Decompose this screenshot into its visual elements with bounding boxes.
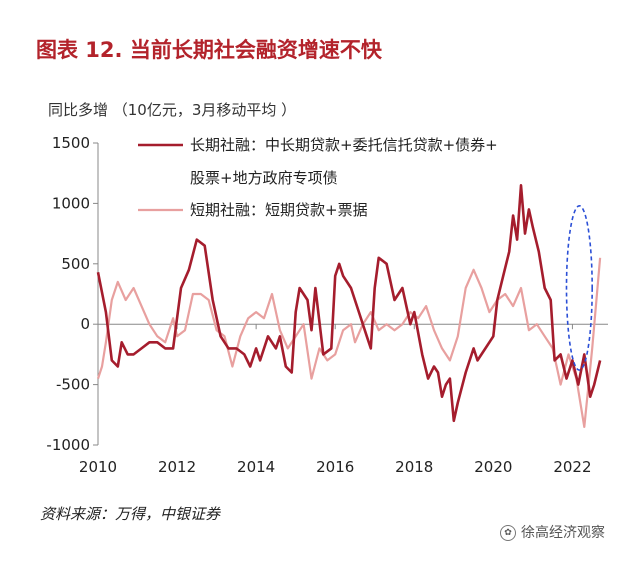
y-tick-label: -500 [56,376,90,394]
x-tick-label: 2022 [553,458,591,476]
wechat-icon: ✿ [500,525,516,541]
y-axis-unit-label: 同比多增 （10亿元，3月移动平均 ） [48,101,297,119]
x-tick-label: 2010 [79,458,117,476]
series-line-long-term [96,184,602,423]
y-tick-label: 1500 [52,134,90,152]
highlight-ellipse [565,205,593,371]
legend-label-short-term: 短期社融：短期贷款+票据 [190,201,368,219]
x-tick-label: 2020 [474,458,512,476]
source-note: 资料来源：万得，中银证券 [40,505,221,523]
x-tick-label: 2014 [237,458,275,476]
x-tick-label: 2012 [158,458,196,476]
series-line-short-term [96,257,602,428]
y-tick-label: 1000 [52,194,90,212]
wechat-brand: ✿ 徐高经济观察 [500,522,605,542]
y-tick-label: 0 [80,315,90,333]
x-tick-label: 2016 [316,458,354,476]
wechat-brand-label: 徐高经济观察 [521,525,605,541]
y-tick-label: 500 [61,255,90,273]
x-tick-label: 2018 [395,458,433,476]
figure-title: 图表 12. 当前长期社会融资增速不快 [36,38,382,62]
y-tick-label: -1000 [46,436,90,454]
legend-label-long-term: 长期社融：中长期贷款+委托信托贷款+债券+股票+地方政府专项债 [190,136,498,187]
